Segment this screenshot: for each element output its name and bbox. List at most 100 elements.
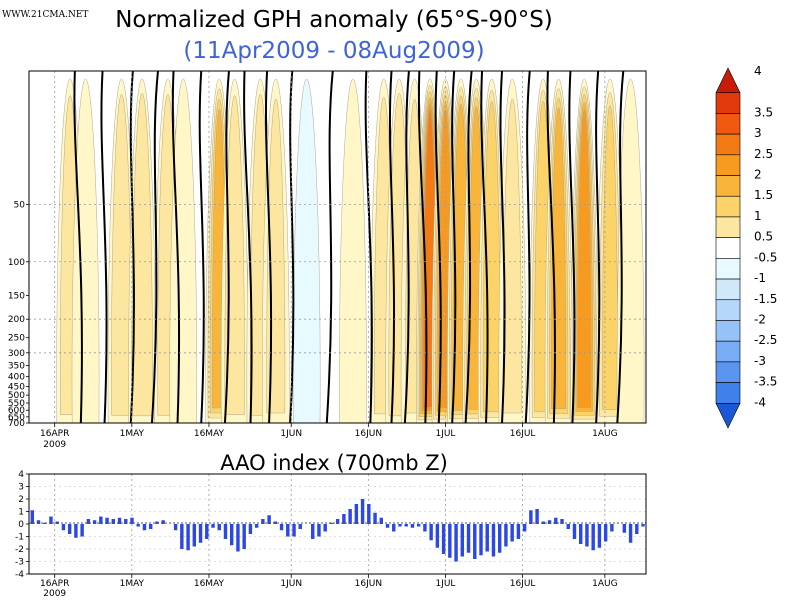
aao-bar	[348, 509, 352, 524]
aao-bar	[192, 524, 197, 547]
aao-bar	[628, 524, 633, 543]
colorbar-bin	[715, 133, 741, 156]
pressure-tick-label: 100	[8, 258, 25, 268]
aao-bar	[635, 524, 639, 534]
aao-bar	[155, 521, 159, 524]
aao-bar	[217, 524, 221, 531]
aao-bar	[311, 524, 315, 539]
aao-bar	[186, 524, 190, 551]
zero-contours	[73, 71, 625, 423]
aao-time-label: 1MAY	[120, 579, 145, 589]
aao-bar	[541, 521, 546, 524]
colorbar-bin	[715, 154, 741, 176]
colorbar-bin	[715, 278, 741, 301]
aao-bar	[367, 504, 371, 524]
aao-bar	[74, 524, 78, 538]
aao-bar	[248, 524, 253, 534]
zero-contour-line	[171, 71, 181, 423]
aao-bar	[161, 520, 165, 524]
pressure-tick-label: 150	[8, 291, 25, 301]
colorbar-bin	[715, 237, 741, 259]
aao-y-axis: 4 3 2 1 0 -1 -2 -3 -4	[15, 470, 29, 580]
aao-bar	[560, 519, 564, 524]
pressure-tick-label: 600	[8, 406, 25, 416]
aao-bar	[80, 524, 84, 537]
aao-bar	[429, 524, 433, 541]
pressure-tick-label: 700	[8, 419, 25, 429]
pressure-tick-label: 400	[8, 373, 25, 383]
zero-contour-line	[499, 71, 506, 423]
colorbar-bin	[715, 340, 741, 363]
zero-contour-line	[464, 71, 473, 423]
aao-bar	[441, 524, 446, 554]
aao-bar	[323, 524, 327, 532]
aao-bar	[485, 524, 489, 552]
aao-bar	[173, 524, 178, 531]
colorbar-level-label: -3	[754, 354, 766, 368]
aao-bar	[423, 524, 427, 532]
aao-bars	[30, 499, 645, 562]
aao-time-label: 16APR	[40, 579, 69, 589]
aao-bar	[585, 524, 589, 547]
aao-title: AAO index (700mb Z)	[220, 451, 448, 475]
aao-bar	[572, 524, 577, 539]
colorbar-level-label: -1	[754, 271, 766, 285]
aao-bar	[335, 519, 340, 524]
aao-bar	[385, 524, 390, 528]
anomaly-columns	[56, 78, 645, 423]
aao-time-label: 1AUG	[592, 579, 617, 589]
aao-bar	[641, 524, 645, 527]
aao-bar	[142, 524, 147, 531]
watermark: WWW.21CMA.NET	[2, 10, 88, 20]
aao-bar	[466, 524, 471, 553]
aao-tick-label: 4	[18, 470, 24, 480]
zero-contour-line	[364, 71, 373, 423]
colorbar-level-label: 1	[754, 209, 762, 223]
zero-contour-line	[546, 71, 556, 423]
zero-contour-line	[595, 71, 601, 423]
colorbar-level-label: 2.5	[754, 147, 773, 161]
time-tick-label: 1MAY	[120, 429, 145, 439]
aao-bar	[522, 524, 527, 532]
anomaly-blob	[224, 95, 245, 415]
aao-bar	[67, 524, 72, 534]
anomaly-blob	[602, 105, 618, 410]
colorbar-legend: 4 3.5 3 2.5 2 1.5 1 0.5 -0.5 -1 -1.5 -2 -2.5 -3 -3.5 -4	[715, 64, 777, 429]
zero-contour-line	[129, 71, 135, 423]
aao-bar	[379, 517, 383, 524]
heatmap-grid	[29, 71, 646, 423]
aao-bar	[535, 509, 539, 524]
zero-contour-line	[150, 71, 159, 423]
colorbar-bin	[715, 361, 741, 383]
aao-bar	[105, 517, 109, 524]
colorbar-level-label: 1.5	[754, 188, 773, 202]
zero-contour-line	[289, 71, 295, 423]
colorbar-bin	[715, 299, 741, 321]
aao-bar	[286, 524, 290, 537]
aao-bar	[92, 520, 97, 524]
time-tick-label: 16MAY	[194, 429, 225, 439]
zero-contour-line	[417, 71, 428, 423]
aao-bar	[329, 522, 334, 524]
aao-tick-label: 0	[18, 520, 24, 530]
zero-contour-line	[264, 71, 273, 423]
aao-bar	[298, 524, 302, 529]
aao-bar	[236, 524, 240, 552]
pressure-tick-label: 350	[8, 362, 25, 372]
colorbar-level-label: -1.5	[754, 292, 777, 306]
colorbar-level-label: -2.5	[754, 333, 777, 347]
anomaly-blob	[577, 109, 592, 408]
aao-bar	[510, 524, 514, 542]
heatmap-title: Normalized GPH anomaly (65°S-90°S)	[115, 7, 553, 33]
heatmap-panel: 50 100 150 200 250 300 35040045050055060065070…	[8, 70, 647, 450]
aao-bar	[342, 514, 346, 524]
colorbar-bin	[715, 195, 741, 218]
anomaly-blob	[616, 78, 645, 423]
aao-bar	[205, 524, 209, 539]
aao-bar	[223, 524, 228, 539]
aao-bar	[529, 510, 533, 524]
pressure-tick-label: 550	[8, 399, 25, 409]
aao-bar	[124, 519, 128, 524]
aao-bar	[603, 524, 608, 542]
